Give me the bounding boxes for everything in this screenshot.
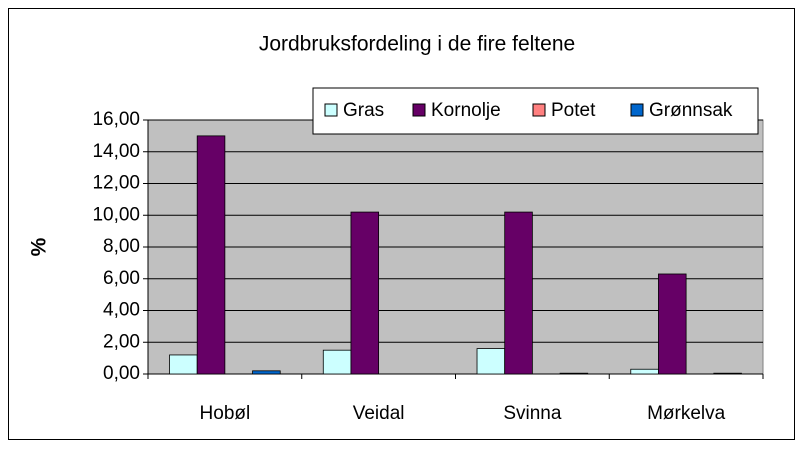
bar <box>252 370 281 375</box>
x-tick-label: Mørkelva <box>647 403 726 424</box>
x-tick-label: Hobøl <box>200 403 251 424</box>
y-tick-label: 10,00 <box>92 204 140 225</box>
bar <box>713 372 742 375</box>
y-tick-label: 4,00 <box>103 300 140 321</box>
y-axis-label: % <box>28 237 51 256</box>
legend-label: Kornolje <box>431 100 501 121</box>
bar <box>504 211 533 375</box>
x-tick-label: Svinna <box>503 403 562 424</box>
chart-title: Jordbruksfordeling i de fire feltene <box>259 33 575 56</box>
y-tick-label: 6,00 <box>103 268 140 289</box>
legend-swatch <box>412 103 426 117</box>
bar <box>169 354 198 375</box>
bar <box>559 372 589 375</box>
legend-label: Grønnsak <box>649 100 733 121</box>
bar <box>658 273 687 375</box>
bar <box>630 368 659 375</box>
y-tick-label: 2,00 <box>103 331 140 352</box>
bar <box>476 348 506 375</box>
bar <box>350 211 380 375</box>
legend-label: Potet <box>551 100 596 121</box>
y-tick-label: 12,00 <box>92 173 140 194</box>
legend-label: Gras <box>343 100 384 121</box>
legend-swatch <box>532 103 546 117</box>
legend-swatch <box>630 103 644 117</box>
y-tick-label: 16,00 <box>92 109 140 130</box>
legend-swatch <box>324 103 338 117</box>
bar <box>322 349 352 375</box>
y-tick-label: 0,00 <box>103 363 140 384</box>
y-tick-label: 14,00 <box>92 141 140 162</box>
bar <box>196 135 226 375</box>
y-tick-label: 8,00 <box>103 236 140 257</box>
x-tick-label: Veidal <box>353 403 405 424</box>
